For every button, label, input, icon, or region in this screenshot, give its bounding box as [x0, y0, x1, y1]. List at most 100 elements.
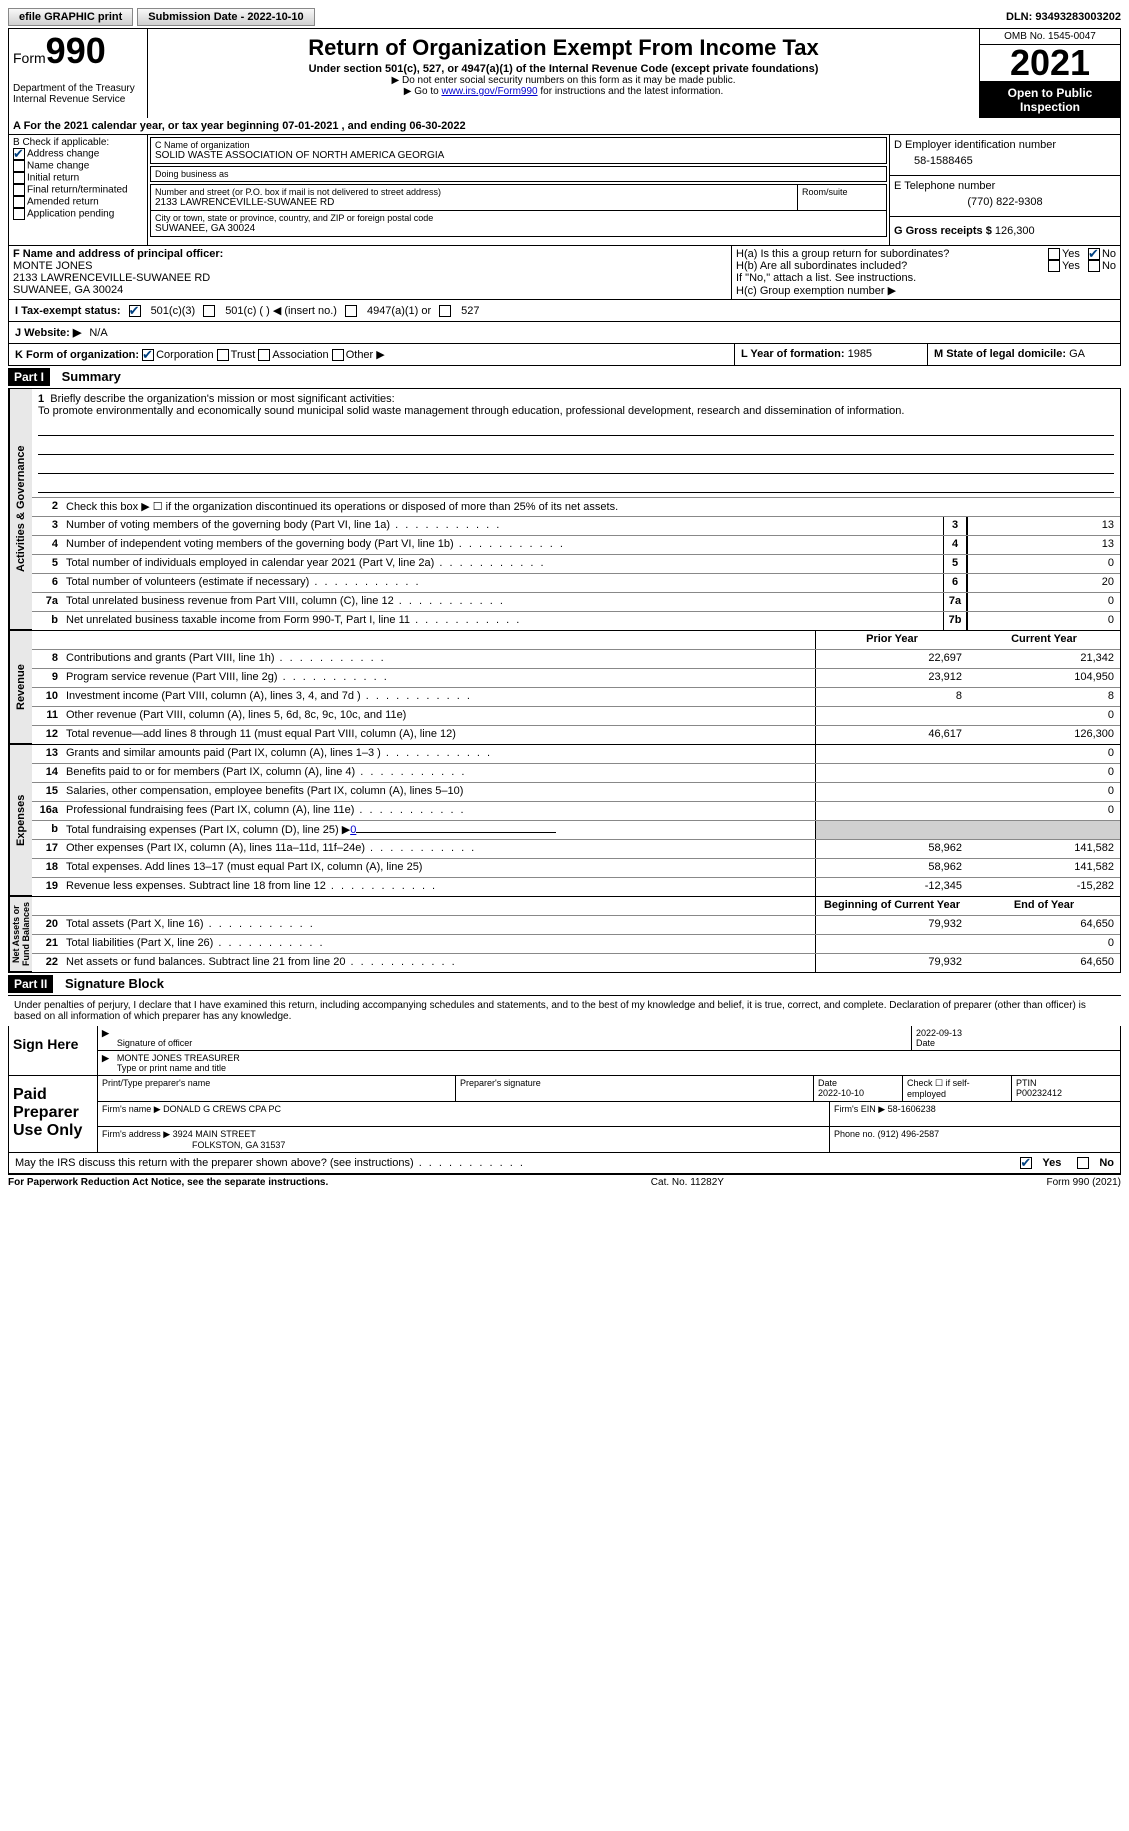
row-9: 9Program service revenue (Part VIII, lin…	[32, 668, 1120, 687]
efile-print-button[interactable]: efile GRAPHIC print	[8, 8, 133, 26]
org-name-box: C Name of organization SOLID WASTE ASSOC…	[150, 137, 887, 164]
row-3: 3Number of voting members of the governi…	[32, 516, 1120, 535]
arrow-icon: ▶	[98, 1051, 113, 1075]
row-header-net: Beginning of Current YearEnd of Year	[32, 897, 1120, 915]
identity-block: B Check if applicable: Address change Na…	[8, 135, 1121, 246]
perjury-statement: Under penalties of perjury, I declare th…	[8, 996, 1121, 1026]
corp-checkbox[interactable]	[142, 349, 154, 361]
501c3-checkbox[interactable]	[129, 305, 141, 317]
revenue-section: Revenue Prior YearCurrent Year 8Contribu…	[8, 631, 1121, 745]
row-5: 5Total number of individuals employed in…	[32, 554, 1120, 573]
open-inspection: Open to Public Inspection	[980, 82, 1120, 118]
row-15: 15Salaries, other compensation, employee…	[32, 782, 1120, 801]
part2-bar: Part II Signature Block	[8, 973, 1121, 996]
4947-checkbox[interactable]	[345, 305, 357, 317]
row-10: 10Investment income (Part VIII, column (…	[32, 687, 1120, 706]
row-12: 12Total revenue—add lines 8 through 11 (…	[32, 725, 1120, 744]
header-left: Form990 Department of the Treasury Inter…	[9, 29, 148, 118]
row-7b: bNet unrelated business taxable income f…	[32, 611, 1120, 630]
section-c: C Name of organization SOLID WASTE ASSOC…	[148, 135, 890, 245]
row-11: 11Other revenue (Part VIII, column (A), …	[32, 706, 1120, 725]
final-return-checkbox[interactable]	[13, 184, 25, 196]
form-number: 990	[46, 30, 106, 71]
name-change-checkbox[interactable]	[13, 160, 25, 172]
expenses-section: Expenses 13Grants and similar amounts pa…	[8, 745, 1121, 897]
row-21: 21Total liabilities (Part X, line 26)0	[32, 934, 1120, 953]
gross-receipts: 126,300	[995, 225, 1035, 237]
fundraising-link[interactable]: 0	[350, 824, 356, 836]
vtab-governance: Activities & Governance	[9, 389, 32, 630]
row-13: 13Grants and similar amounts paid (Part …	[32, 745, 1120, 763]
header-right: OMB No. 1545-0047 2021 Open to Public In…	[979, 29, 1120, 118]
row-4: 4Number of independent voting members of…	[32, 535, 1120, 554]
phone-value: (770) 822-9308	[894, 192, 1116, 212]
header-mid: Return of Organization Exempt From Incom…	[148, 29, 979, 118]
tax-year: 2021	[980, 45, 1120, 82]
irs-label: Internal Revenue Service	[13, 94, 143, 105]
ein-value: 58-1588465	[894, 151, 1116, 171]
row-6: 6Total number of volunteers (estimate if…	[32, 573, 1120, 592]
submission-date-button[interactable]: Submission Date - 2022-10-10	[137, 8, 314, 26]
paid-preparer-block: Paid Preparer Use Only Print/Type prepar…	[8, 1076, 1121, 1153]
501c-checkbox[interactable]	[203, 305, 215, 317]
section-b: B Check if applicable: Address change Na…	[9, 135, 148, 245]
row-16a: 16aProfessional fundraising fees (Part I…	[32, 801, 1120, 820]
governance-section: Activities & Governance 1 Briefly descri…	[8, 389, 1121, 631]
row-2: 2Check this box ▶ ☐ if the organization …	[32, 497, 1120, 516]
form-note1: ▶ Do not enter social security numbers o…	[152, 75, 975, 86]
addr-box: Number and street (or P.O. box if mail i…	[150, 184, 887, 237]
app-pending-checkbox[interactable]	[13, 208, 25, 220]
row-8: 8Contributions and grants (Part VIII, li…	[32, 649, 1120, 668]
section-f: F Name and address of principal officer:…	[9, 246, 732, 299]
netassets-section: Net Assets or Fund Balances Beginning of…	[8, 897, 1121, 973]
row-16b: bTotal fundraising expenses (Part IX, co…	[32, 820, 1120, 839]
officer-block: F Name and address of principal officer:…	[8, 246, 1121, 300]
form-note2: ▶ Go to www.irs.gov/Form990 for instruct…	[152, 86, 975, 97]
discuss-yes-checkbox[interactable]	[1020, 1157, 1032, 1169]
trust-checkbox[interactable]	[217, 349, 229, 361]
section-d: D Employer identification number 58-1588…	[890, 135, 1120, 245]
ha-yes-checkbox[interactable]	[1048, 248, 1060, 260]
vtab-expenses: Expenses	[9, 745, 32, 896]
form-word: Form	[13, 50, 46, 66]
form-title: Return of Organization Exempt From Incom…	[152, 35, 975, 61]
row-20: 20Total assets (Part X, line 16)79,93264…	[32, 915, 1120, 934]
amended-return-checkbox[interactable]	[13, 196, 25, 208]
form-subtitle: Under section 501(c), 527, or 4947(a)(1)…	[152, 63, 975, 75]
dept-label: Department of the Treasury	[13, 83, 143, 94]
line-a: A For the 2021 calendar year, or tax yea…	[8, 118, 1121, 135]
address-change-checkbox[interactable]	[13, 148, 25, 160]
form-header: Form990 Department of the Treasury Inter…	[8, 28, 1121, 118]
mission-block: 1 Briefly describe the organization's mi…	[32, 389, 1120, 497]
vtab-revenue: Revenue	[9, 631, 32, 744]
arrow-icon: ▶	[98, 1026, 113, 1050]
discuss-row: May the IRS discuss this return with the…	[8, 1153, 1121, 1174]
sign-here-block: Sign Here ▶ Signature of officer 2022-09…	[8, 1026, 1121, 1076]
section-h: H(a) Is this a group return for subordin…	[732, 246, 1120, 299]
dba-box: Doing business as	[150, 166, 887, 182]
section-i: I Tax-exempt status: 501(c)(3) 501(c) ( …	[8, 300, 1121, 322]
ha-no-checkbox[interactable]	[1088, 248, 1100, 260]
top-toolbar: efile GRAPHIC print Submission Date - 20…	[8, 8, 1121, 26]
paid-preparer-label: Paid Preparer Use Only	[9, 1076, 98, 1152]
irs-link[interactable]: www.irs.gov/Form990	[441, 86, 537, 97]
assoc-checkbox[interactable]	[258, 349, 270, 361]
other-checkbox[interactable]	[332, 349, 344, 361]
part1-bar: Part I Summary	[8, 366, 1121, 389]
row-19: 19Revenue less expenses. Subtract line 1…	[32, 877, 1120, 896]
hb-yes-checkbox[interactable]	[1048, 260, 1060, 272]
dln-label: DLN: 93493283003202	[1006, 11, 1121, 23]
row-22: 22Net assets or fund balances. Subtract …	[32, 953, 1120, 972]
row-14: 14Benefits paid to or for members (Part …	[32, 763, 1120, 782]
discuss-no-checkbox[interactable]	[1077, 1157, 1089, 1169]
initial-return-checkbox[interactable]	[13, 172, 25, 184]
hb-no-checkbox[interactable]	[1088, 260, 1100, 272]
vtab-netassets: Net Assets or Fund Balances	[9, 897, 32, 972]
row-header-revenue: Prior YearCurrent Year	[32, 631, 1120, 649]
sign-here-label: Sign Here	[9, 1026, 98, 1075]
section-j: J Website: ▶ N/A	[8, 322, 1121, 344]
527-checkbox[interactable]	[439, 305, 451, 317]
row-18: 18Total expenses. Add lines 13–17 (must …	[32, 858, 1120, 877]
row-17: 17Other expenses (Part IX, column (A), l…	[32, 839, 1120, 858]
section-k: K Form of organization: Corporation Trus…	[8, 344, 1121, 366]
